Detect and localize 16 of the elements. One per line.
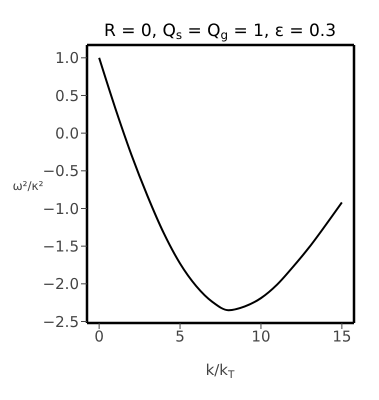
y-tick-label: 0.0: [55, 124, 79, 142]
line-series: [98, 56, 343, 312]
y-tick-label: −2.5: [42, 312, 79, 331]
y-tick-label: 0.5: [55, 86, 79, 105]
x-tick-label: 5: [175, 328, 185, 346]
x-tick-label: 10: [251, 328, 270, 346]
x-tick-label: 0: [94, 328, 104, 346]
y-tick-label: 1.0: [55, 49, 79, 68]
y-tick-label: −2.0: [42, 275, 79, 294]
y-tick-label: −0.5: [42, 162, 79, 180]
chart-title: R = 0, Q$_{s}$ = Q$_{g}$ = 1, ε = 0.3: [104, 21, 336, 42]
y-tick-label: −1.5: [42, 237, 79, 256]
x-axis-title: k/k$_{T}$: [206, 361, 236, 381]
y-axis-title: ω²/κ²: [12, 179, 44, 193]
y-tick-label: −1.0: [42, 200, 79, 218]
x-tick-label: 15: [332, 328, 352, 346]
